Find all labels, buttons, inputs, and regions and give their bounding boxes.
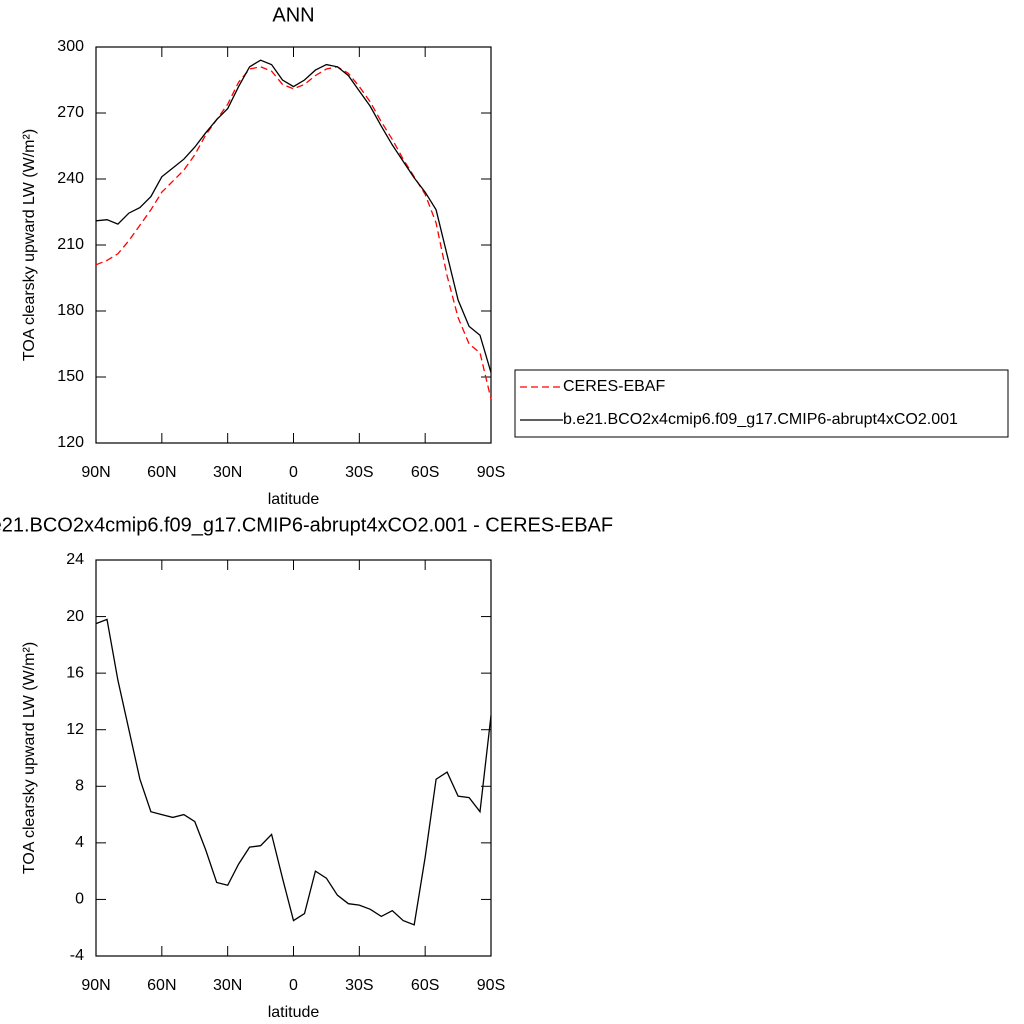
y-tick-label: 20: [66, 608, 84, 625]
y-tick-label: 16: [66, 664, 84, 681]
y-tick-label: 0: [75, 891, 84, 908]
plot-frame: [95, 559, 492, 957]
y-tick-label: 240: [57, 170, 84, 187]
x-tick-label: 0: [289, 977, 298, 994]
y-axis-label: TOA clearsky upward LW (W/m²): [21, 129, 38, 361]
y-tick-label: 12: [66, 721, 84, 738]
x-axis-label: latitude: [268, 1004, 320, 1021]
chart-title: b.e21.BCO2x4cmip6.f09_g17.CMIP6-abrupt4x…: [0, 514, 613, 536]
y-tick-label: 150: [57, 368, 84, 385]
x-tick-label: 30N: [213, 977, 242, 994]
y-tick-label: 120: [57, 434, 84, 451]
y-tick-label: -4: [70, 947, 84, 964]
legend-label: CERES-EBAF: [563, 378, 665, 395]
legend-label: b.e21.BCO2x4cmip6.f09_g17.CMIP6-abrupt4x…: [563, 411, 958, 428]
data-line: [95, 59, 492, 373]
y-tick-label: 24: [66, 551, 84, 568]
x-tick-label: 0: [289, 464, 298, 481]
x-tick-label: 90S: [477, 464, 505, 481]
y-tick-label: 210: [57, 236, 84, 253]
x-tick-label: 60S: [411, 464, 439, 481]
data-line: [95, 66, 492, 400]
x-tick-label: 60S: [411, 977, 439, 994]
x-tick-label: 90N: [81, 977, 110, 994]
y-tick-label: 180: [57, 302, 84, 319]
y-tick-label: 4: [75, 834, 84, 851]
y-axis-label: TOA clearsky upward LW (W/m²): [21, 642, 38, 874]
x-tick-label: 90N: [81, 464, 110, 481]
x-tick-label: 60N: [147, 464, 176, 481]
data-line: [95, 618, 492, 926]
x-tick-label: 30N: [213, 464, 242, 481]
x-tick-label: 90S: [477, 977, 505, 994]
plot-frame: [95, 46, 492, 444]
y-tick-label: 300: [57, 38, 84, 55]
y-tick-label: 8: [75, 778, 84, 795]
x-tick-label: 30S: [345, 977, 373, 994]
legend-box: [514, 369, 1009, 438]
x-tick-label: 60N: [147, 977, 176, 994]
x-tick-label: 30S: [345, 464, 373, 481]
chart-title: ANN: [272, 4, 314, 26]
x-axis-label: latitude: [268, 491, 320, 508]
y-tick-label: 270: [57, 104, 84, 121]
